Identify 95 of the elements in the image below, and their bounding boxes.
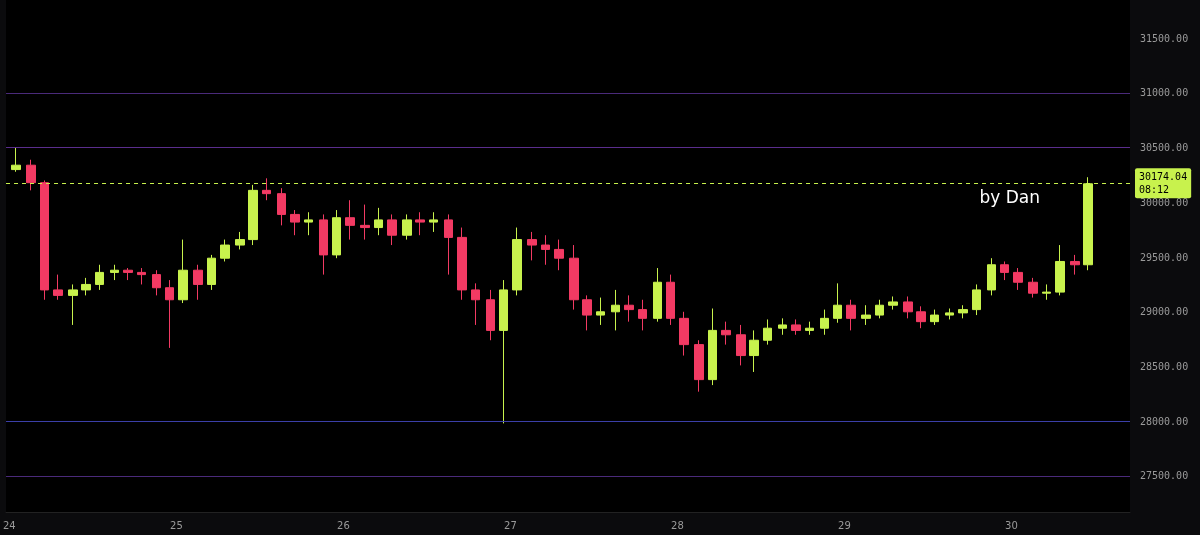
y-tick-label: 30000.00 <box>1140 196 1189 208</box>
candlestick <box>402 213 412 241</box>
candlestick <box>345 199 355 241</box>
candlestick <box>319 213 328 276</box>
candlestick <box>248 184 258 246</box>
candlestick <box>207 254 216 291</box>
candlestick <box>499 279 508 424</box>
ref-line-label: 30174.04 08:12 <box>1139 171 1188 196</box>
candlestick <box>888 295 898 311</box>
candlestick <box>1055 244 1065 296</box>
candlestick <box>152 269 161 296</box>
y-tick-label: 29500.00 <box>1140 251 1189 263</box>
candlestick <box>374 207 383 236</box>
candlestick <box>930 309 939 326</box>
candlestick <box>958 304 968 319</box>
candlestick <box>11 147 21 173</box>
candlestick <box>68 283 78 326</box>
candlestick <box>387 213 397 246</box>
y-tick-label: 27500.00 <box>1140 470 1189 482</box>
candlestick <box>81 277 91 296</box>
candlestick <box>137 267 146 285</box>
candlestick <box>638 299 647 331</box>
candlestick <box>26 159 36 191</box>
x-tick-label: 30 <box>1005 519 1018 531</box>
y-tick-label: 30500.00 <box>1140 142 1189 154</box>
candlestick <box>235 231 245 250</box>
candlestick <box>987 257 996 296</box>
candlestick <box>763 318 772 346</box>
candlestick <box>582 294 592 331</box>
y-tick-label: 31000.00 <box>1140 87 1189 99</box>
candlestick <box>304 211 313 236</box>
candlestick <box>861 304 871 326</box>
candlestick <box>332 209 341 259</box>
candlestick <box>541 234 550 266</box>
candlestick <box>1070 254 1080 276</box>
candlestick <box>805 321 814 336</box>
candlestick <box>360 204 370 241</box>
candlestick <box>220 239 230 262</box>
candlestick <box>833 282 842 324</box>
candlestick <box>277 187 286 226</box>
candlestick <box>820 309 829 336</box>
candlestick <box>290 209 300 236</box>
candlestick <box>95 264 104 291</box>
x-tick-label: 29 <box>838 519 851 531</box>
candlestick <box>791 318 801 336</box>
candlestick <box>178 239 188 304</box>
candlestick <box>945 308 954 320</box>
candlestick <box>512 227 522 296</box>
candlestick <box>778 317 787 336</box>
candlestick <box>708 308 717 386</box>
candlestick <box>666 274 675 326</box>
y-tick-label: 28500.00 <box>1140 361 1189 372</box>
candlestick <box>596 297 605 326</box>
candlestick <box>653 267 662 323</box>
candlestick <box>1028 277 1038 299</box>
y-tick-label: 28000.00 <box>1140 415 1189 427</box>
candlestick <box>972 283 981 316</box>
candlestick <box>40 180 49 301</box>
x-tick-label: 24 <box>3 519 16 531</box>
candlestick <box>1042 283 1051 301</box>
candlestick <box>749 329 759 373</box>
candlestick <box>165 279 174 349</box>
candlestick <box>569 244 579 311</box>
x-tick-label: 25 <box>170 519 183 531</box>
candlestick <box>53 274 63 301</box>
x-tick-label: 28 <box>671 519 684 531</box>
x-tick-label: 26 <box>337 519 350 531</box>
candlestick <box>1013 267 1023 291</box>
candlestick <box>736 324 746 366</box>
candlestick <box>916 305 926 329</box>
candlestick <box>123 267 133 281</box>
candlestick <box>611 289 620 331</box>
candlestick <box>471 282 480 326</box>
y-tick-label: 31500.00 <box>1140 32 1189 44</box>
candlestick <box>624 294 634 323</box>
candlestick <box>527 231 537 261</box>
candlestick <box>846 299 856 331</box>
candlestick <box>262 177 271 201</box>
candlestick <box>903 295 913 319</box>
candlestick <box>429 211 438 233</box>
candlestick <box>721 321 731 346</box>
candlestick <box>193 264 203 301</box>
annotation: by Dan <box>979 186 1041 207</box>
candlestick <box>554 239 564 271</box>
y-tick-label: 29000.00 <box>1140 306 1189 318</box>
candlestick <box>444 213 453 276</box>
candlestick <box>457 227 467 301</box>
candlestick <box>110 264 119 281</box>
candlestick <box>1000 260 1009 281</box>
candlestick <box>486 289 495 341</box>
x-tick-label: 27 <box>504 519 517 531</box>
candlestick <box>415 211 425 236</box>
candlestick <box>875 299 884 319</box>
candlestick <box>679 311 689 357</box>
candlestick <box>694 339 704 393</box>
